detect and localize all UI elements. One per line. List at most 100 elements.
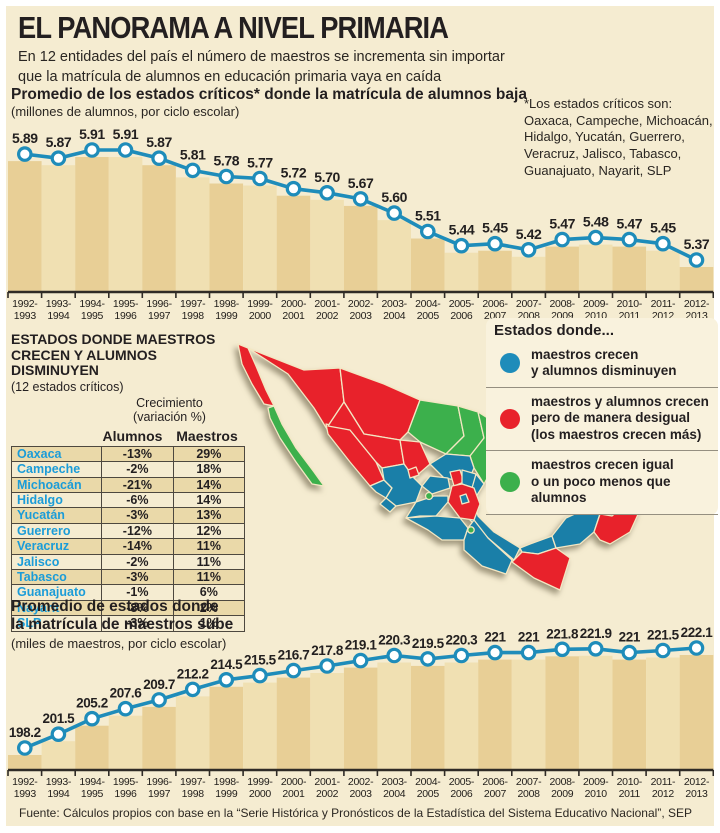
data-point [487, 235, 503, 252]
year-label: 1995 [81, 310, 104, 322]
chart-column-band [545, 656, 579, 770]
year-label: 2004- [415, 776, 441, 788]
note-line: Guanajuato, Nayarit, SLP [524, 162, 672, 178]
maestros-cell: 11% [172, 553, 246, 571]
year-label: 2011 [619, 788, 641, 800]
maestros-cell: 11% [172, 538, 246, 555]
legend-item-red: maestros y alumnos crecen pero de manera… [486, 388, 718, 452]
data-point [621, 231, 638, 248]
data-point [184, 162, 201, 179]
data-point [252, 667, 268, 684]
chart-column-band [679, 655, 714, 770]
critical-states-note: *Los estados críticos son: Oaxaca, Campe… [524, 96, 720, 179]
blue-dot-icon [500, 353, 520, 374]
year-label: 1999- [247, 776, 273, 788]
chart-column-band [612, 659, 647, 770]
states-table-block: ESTADOS DONDE MAESTROS CRECEN Y ALUMNOS … [10, 331, 246, 632]
value-label: 205.2 [76, 696, 108, 711]
state-jalisco [381, 463, 423, 507]
chart-column-band [142, 165, 176, 292]
legend-line: o un poco menos que alumnos [531, 473, 671, 506]
year-label: 1998- [214, 298, 240, 310]
legend-line: pero de manera desigual [531, 410, 691, 426]
maestros-cell: 12% [172, 522, 246, 540]
chart-column-band [343, 667, 378, 770]
year-label: 1997 [148, 788, 171, 800]
chart-column-band [578, 244, 613, 292]
table-title: ESTADOS DONDE MAESTROS CRECEN Y ALUMNOS … [11, 331, 245, 379]
state-name-cell: Guanajuato [10, 584, 103, 601]
chart-column-band [646, 250, 680, 292]
red-dot-icon [500, 408, 520, 429]
alumnos-cell: -13% [101, 445, 174, 463]
value-label: 198.2 [9, 725, 41, 740]
mexico-map [237, 343, 641, 591]
table-row: Jalisco -2% 11% [10, 553, 246, 571]
enrollment-chart-subtitle: (millones de alumnos, por ciclo escolar) [11, 104, 240, 119]
map-legend: Estados donde... maestros crecen y alumn… [486, 318, 718, 515]
state-michoacan [405, 495, 449, 519]
data-point [84, 710, 100, 727]
chart-column-band [276, 677, 311, 770]
year-label: 2004- [415, 298, 441, 310]
value-label: 221 [518, 630, 540, 645]
value-label: 222.1 [681, 625, 714, 640]
year-label: 2007 [484, 788, 507, 800]
year-label: 1993 [14, 788, 37, 800]
value-label: 5.87 [146, 134, 172, 150]
note-line: Hidalgo, Yucatán, Guerrero, [524, 129, 685, 145]
teachers-chart-subtitle: (miles de maestros, por ciclo escolar) [11, 636, 227, 651]
maestros-cell: 2% [172, 599, 246, 617]
data-point [252, 170, 268, 187]
year-label: 1998- [214, 776, 240, 788]
value-label: 209.7 [143, 677, 175, 692]
data-point [520, 644, 537, 661]
data-point [218, 168, 235, 185]
alumnos-cell: -3% [101, 615, 174, 632]
value-label: 215.5 [244, 653, 277, 668]
data-point [117, 142, 134, 158]
year-label: 2000- [281, 298, 307, 310]
data-point [554, 231, 570, 248]
value-label: 5.78 [213, 153, 239, 169]
chart-column-band [209, 183, 244, 292]
year-label: 2010- [617, 776, 643, 788]
data-point [386, 205, 402, 221]
chart-column-band [108, 715, 143, 770]
legend-line: maestros crecen igual [531, 457, 674, 473]
data-point [151, 150, 167, 166]
year-label: 2001- [314, 298, 340, 310]
chart-column-band [478, 659, 512, 770]
state-name-cell: Hidalgo [10, 491, 103, 509]
chart-column-band [75, 725, 109, 770]
year-label: 2003 [350, 788, 373, 800]
alumnos-cell: -2% [101, 461, 174, 478]
note-line: *Los estados críticos son: [524, 96, 673, 111]
legend-item-green-text: maestros crecen igual o un poco menos qu… [531, 457, 712, 506]
year-label: 1998 [182, 788, 205, 800]
value-label: 5.51 [415, 208, 441, 224]
states-table: Oaxaca -13% 29% Campeche -2% 18% Michoacán -21%… [10, 445, 246, 632]
year-label: 2006 [450, 788, 473, 800]
value-label: 207.6 [110, 686, 143, 701]
year-label: 1992- [12, 776, 38, 788]
year-label: 2008- [550, 776, 576, 788]
year-label: 2003 [350, 310, 373, 322]
table-row: Michoacán -21% 14% [10, 476, 246, 493]
value-label: 5.89 [12, 130, 38, 146]
chart-column-band [545, 246, 579, 292]
maestros-cell: 29% [172, 445, 246, 463]
year-label: 2006 [450, 310, 473, 322]
year-label: 2004 [383, 310, 406, 322]
value-label: 219.5 [412, 636, 445, 651]
maestros-cell: 1% [172, 615, 246, 632]
infographic-canvas: EL PANORAMA A NIVEL PRIMARIA En 12 entid… [6, 6, 718, 826]
state-baja-california-sur [267, 405, 325, 487]
data-point [50, 726, 67, 742]
year-label: 1996- [146, 298, 172, 310]
value-label: 5.91 [113, 126, 139, 142]
table-row: Yucatán -3% 13% [10, 507, 246, 524]
year-label: 1999 [215, 788, 238, 800]
data-point [587, 229, 604, 246]
